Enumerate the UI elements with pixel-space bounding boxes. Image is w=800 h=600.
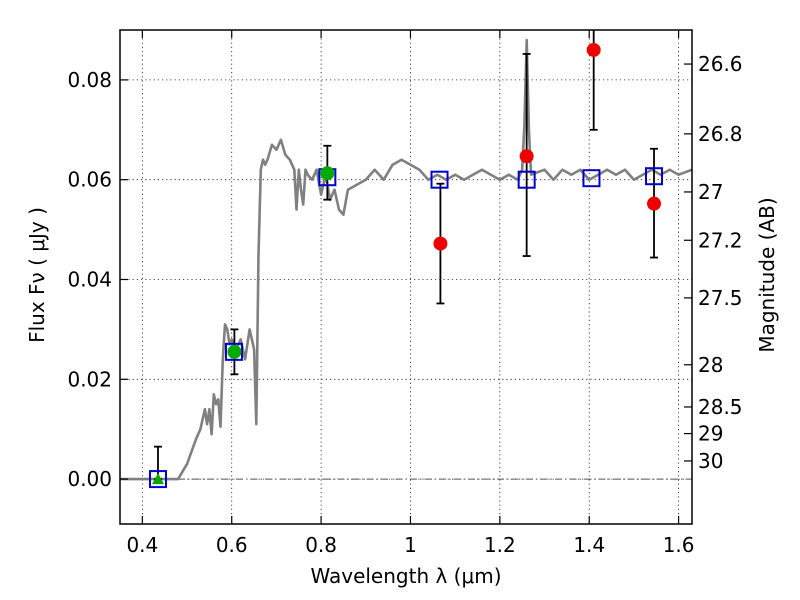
y-tick-label: 0.06 — [67, 168, 112, 192]
model-photometry-square — [148, 470, 167, 489]
y-tick-label: 0.00 — [67, 467, 112, 491]
x-axis-label: Wavelength λ (μm) — [310, 564, 501, 588]
magnitude-tick-label: 27.2 — [698, 228, 743, 252]
model-spectrum — [120, 38, 692, 481]
red-data-point — [586, 42, 601, 57]
magnitude-tick-label: 29 — [698, 422, 723, 446]
model-photometry-square — [517, 170, 536, 189]
model-photometry-square — [430, 170, 449, 189]
green-data-point — [320, 166, 335, 181]
model-photometry-square — [582, 169, 601, 188]
y-tick-label: 0.08 — [67, 68, 112, 92]
x-axis-ticks: 0.4 0.6 0.8 1 1.2 1.4 1.6 — [126, 30, 695, 557]
magnitude-tick-label: 30 — [698, 449, 723, 473]
magnitude-tick-label: 28 — [698, 353, 723, 377]
x-tick-label: 0.8 — [305, 533, 337, 557]
data-markers — [148, 42, 664, 489]
magnitude-tick-label: 26.6 — [698, 52, 743, 76]
y-tick-label: 0.02 — [67, 367, 112, 391]
plot-frame — [119, 29, 693, 525]
model-spectrum-line — [120, 38, 692, 481]
x-tick-label: 1.2 — [484, 533, 516, 557]
model-photometry-square — [645, 167, 664, 186]
y-axis-label: Flux Fν ( μJy ) — [25, 207, 49, 343]
x-tick-label: 1 — [404, 533, 417, 557]
magnitude-tick-label: 26.8 — [698, 122, 743, 146]
magnitude-tick-label: 27.5 — [698, 286, 743, 310]
red-data-point — [519, 149, 534, 164]
upper-limit-triangle — [151, 473, 164, 485]
error-bars — [153, 30, 659, 480]
x-tick-label: 0.6 — [216, 533, 248, 557]
x-tick-label: 0.4 — [126, 533, 158, 557]
x-tick-label: 1.4 — [573, 533, 605, 557]
grid — [120, 30, 692, 524]
magnitude-axis-label: Magnitude (AB) — [755, 197, 779, 352]
magnitude-tick-label: 28.5 — [698, 395, 743, 419]
y-axis-ticks: 0.00 0.02 0.04 0.06 0.08 — [67, 68, 128, 491]
model-photometry-square — [224, 342, 243, 361]
red-data-point — [647, 196, 662, 211]
y-tick-label: 0.04 — [67, 267, 112, 291]
magnitude-axis-ticks: 26.6 26.8 27 27.2 27.5 28 28.5 29 30 — [684, 52, 743, 473]
green-data-point — [227, 344, 242, 359]
magnitude-tick-label: 27 — [698, 180, 723, 204]
x-tick-label: 1.6 — [663, 533, 695, 557]
red-data-point — [433, 236, 448, 251]
